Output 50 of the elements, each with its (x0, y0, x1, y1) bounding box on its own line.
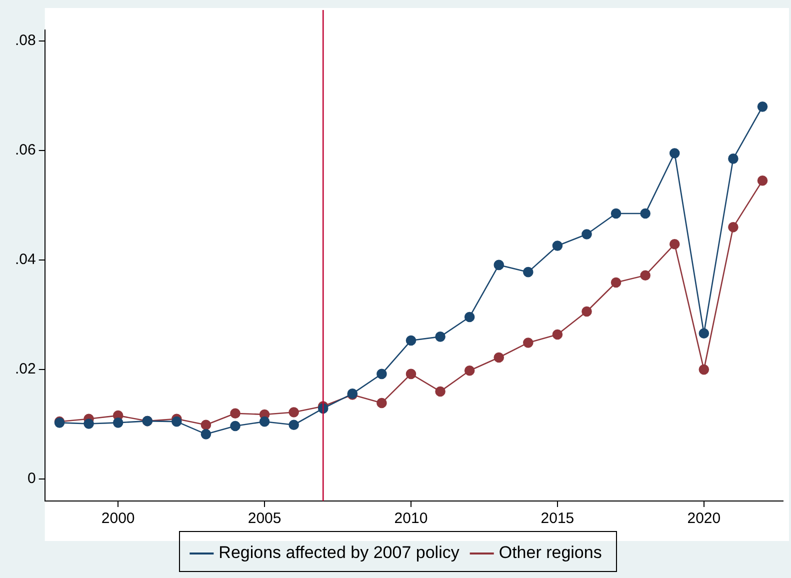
point (200, 420, 212, 430)
point (728, 154, 738, 164)
y-tick-label: .02 (14, 360, 36, 378)
point (376, 368, 387, 380)
point (435, 386, 446, 397)
y-tick-label: .04 (14, 251, 36, 268)
point (288, 420, 299, 430)
point (494, 352, 504, 363)
x-tick-label: 2010 (394, 510, 428, 528)
point (464, 366, 475, 376)
point (84, 418, 94, 429)
point (464, 312, 475, 322)
point (376, 398, 387, 408)
point (494, 260, 504, 270)
point (757, 175, 768, 186)
point (669, 238, 680, 250)
point (582, 306, 592, 317)
y-tick-label: .08 (14, 32, 36, 50)
point (172, 416, 182, 427)
point (230, 408, 240, 419)
point (582, 229, 592, 240)
x-tick-label: 2020 (687, 510, 721, 528)
y-tick-label: .06 (14, 142, 36, 159)
x-tick-label: 2015 (540, 510, 574, 528)
point (640, 270, 650, 281)
point (698, 364, 710, 375)
point (552, 240, 563, 251)
point (757, 102, 768, 112)
point (640, 208, 650, 219)
point (230, 420, 240, 432)
point (406, 368, 416, 380)
point (288, 407, 299, 418)
point (523, 338, 534, 348)
y-tick-label: 0 (28, 470, 36, 488)
x-tick-label: 2000 (101, 510, 135, 528)
legend-label: Regions affected by 2007 policy (218, 543, 460, 562)
point (259, 416, 270, 427)
legend-label: Other regions (498, 543, 602, 562)
point (112, 418, 124, 428)
point (610, 208, 622, 219)
x-tick-label: 2005 (248, 510, 282, 528)
point (200, 429, 212, 440)
point (610, 277, 622, 288)
point (728, 222, 738, 232)
point (523, 266, 534, 278)
point (669, 148, 680, 158)
point (406, 335, 416, 346)
point (552, 329, 563, 340)
point (698, 328, 710, 339)
point (435, 332, 446, 342)
